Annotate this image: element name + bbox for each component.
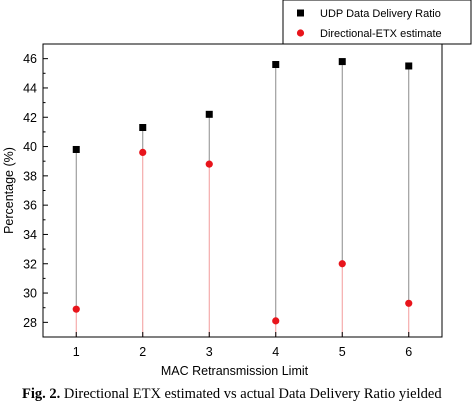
x-tick-label: 3 — [206, 345, 213, 359]
udp-delivery-marker — [205, 110, 213, 118]
caption-label: Fig. 2. — [22, 386, 60, 402]
legend-box — [282, 0, 472, 45]
y-tick-label: 32 — [23, 257, 37, 271]
etx-estimate-marker — [139, 148, 147, 157]
udp-delivery-marker — [72, 145, 80, 153]
x-tick-label: 2 — [139, 345, 146, 359]
data-markers — [72, 58, 413, 325]
x-tick-label: 1 — [73, 345, 80, 359]
plot-frame — [42, 43, 443, 338]
y-axis: 28 30 32 34 36 38 40 42 44 46 — [23, 43, 48, 338]
y-tick-label: 28 — [23, 316, 37, 330]
y-tick-label: 40 — [23, 140, 37, 154]
y-tick-label: 42 — [23, 111, 37, 125]
legend-entry-label: UDP Data Delivery Ratio — [320, 8, 441, 20]
udp-delivery-marker — [139, 124, 147, 132]
etx-estimate-marker — [405, 299, 413, 307]
legend-square-icon — [297, 9, 304, 17]
legend-circle-icon — [296, 29, 305, 37]
y-tick-label: 46 — [23, 52, 37, 66]
x-tick-label: 4 — [272, 345, 279, 359]
udp-delivery-marker — [405, 62, 413, 70]
y-tick-label: 38 — [23, 169, 37, 183]
caption-text: Directional ETX estimated vs actual Data… — [60, 386, 442, 402]
x-tick-label: 6 — [405, 345, 412, 359]
legend: UDP Data Delivery Ratio Directional-ETX e… — [282, 0, 472, 45]
etx-estimate-marker — [338, 260, 346, 268]
x-axis-title: MAC Retransmission Limit — [161, 364, 309, 378]
y-axis-title: Percentage (%) — [2, 147, 16, 234]
udp-delivery-marker — [272, 61, 280, 69]
figure-caption: Fig. 2. Directional ETX estimated vs act… — [22, 386, 442, 402]
etx-estimate-marker — [272, 317, 280, 325]
y-tick-label: 30 — [23, 287, 37, 301]
y-tick-label: 44 — [23, 81, 37, 95]
etx-estimate-marker — [205, 160, 213, 168]
udp-delivery-marker — [338, 58, 346, 66]
x-axis: 1 2 3 4 5 6 — [73, 332, 412, 359]
y-tick-label: 36 — [23, 199, 37, 213]
y-tick-label: 34 — [23, 228, 37, 242]
x-tick-label: 5 — [339, 345, 346, 359]
legend-entry-label: Directional-ETX estimate — [320, 28, 442, 40]
etx-estimate-marker — [72, 305, 80, 313]
drop-lines — [75, 61, 410, 337]
